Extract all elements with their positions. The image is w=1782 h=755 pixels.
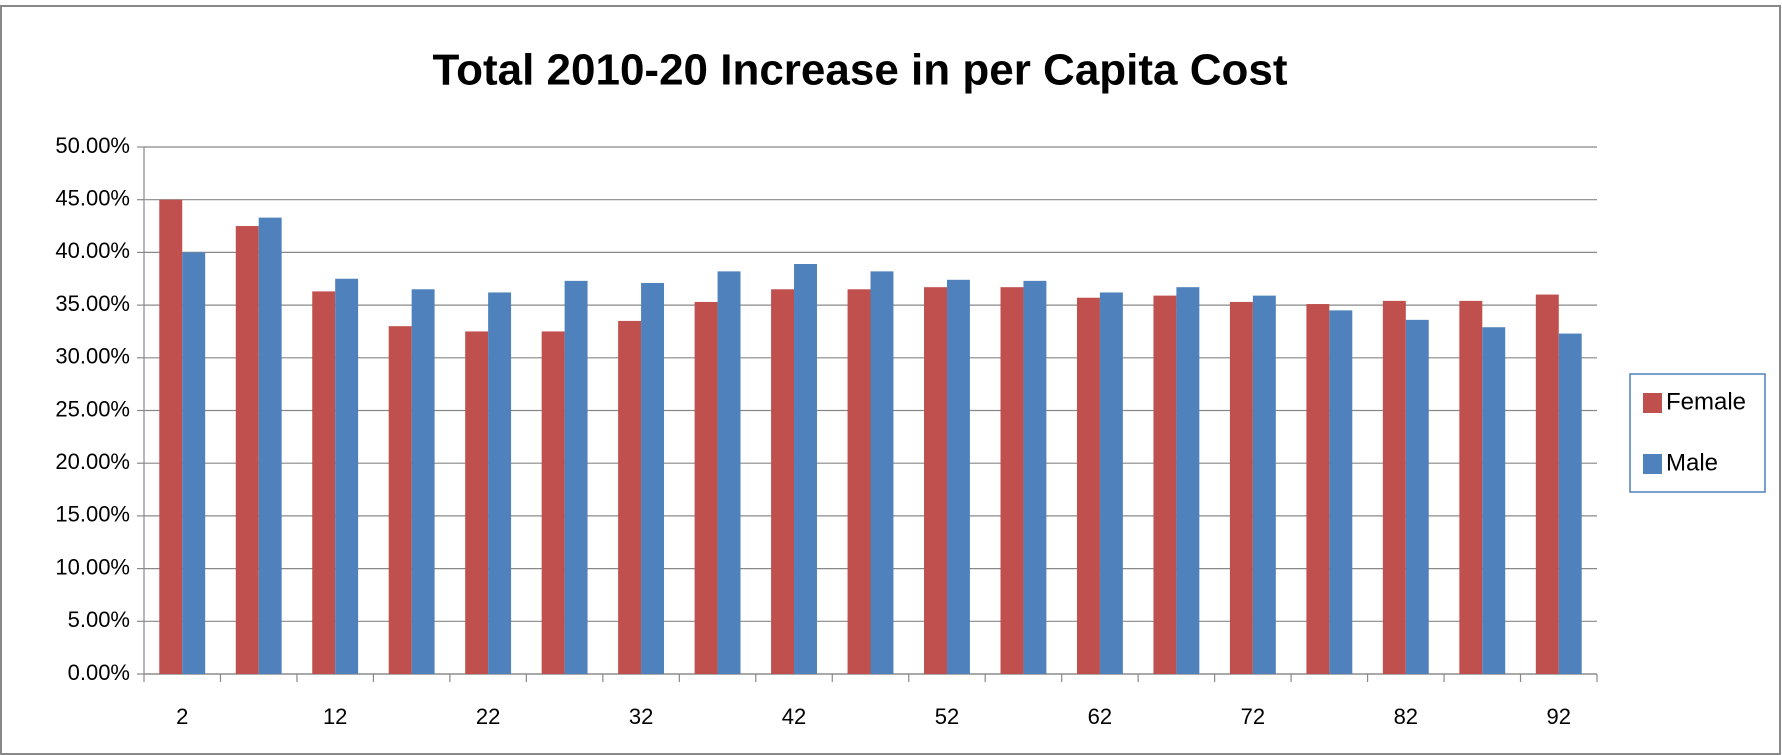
legend-label: Female (1666, 388, 1746, 415)
y-tick-label: 25.00% (55, 396, 130, 421)
bar (618, 320, 642, 674)
bar (388, 326, 412, 674)
legend-swatch (1643, 454, 1662, 474)
legend-swatch (1643, 393, 1662, 413)
x-tick-label: 2 (176, 704, 188, 729)
bar (1153, 295, 1177, 674)
bar (1229, 301, 1253, 674)
y-tick-label: 30.00% (55, 344, 130, 369)
bar (335, 278, 359, 674)
bar (771, 289, 795, 674)
x-tick-label: 82 (1394, 704, 1418, 729)
y-tick-label: 15.00% (55, 502, 130, 527)
x-tick-label: 62 (1088, 704, 1112, 729)
bar (564, 280, 588, 674)
bar (694, 301, 718, 674)
bar (1076, 297, 1100, 674)
bar (794, 263, 817, 674)
y-tick-label: 0.00% (68, 660, 130, 685)
bar (1099, 292, 1123, 674)
chart-title: Total 2010-20 Increase in per Capita Cos… (432, 46, 1287, 95)
legend-label: Male (1666, 449, 1718, 476)
y-tick-label: 45.00% (55, 186, 130, 211)
y-tick-label: 50.00% (55, 133, 130, 158)
y-tick-label: 20.00% (55, 449, 130, 474)
y-tick-label: 35.00% (55, 291, 130, 316)
bar (1535, 294, 1559, 674)
x-tick-label: 12 (323, 704, 347, 729)
bar (1558, 333, 1582, 674)
bar (924, 287, 947, 674)
bar (1405, 319, 1429, 674)
bar (870, 271, 894, 674)
bar (159, 199, 183, 674)
x-tick-label: 92 (1547, 704, 1571, 729)
bar (641, 282, 665, 674)
bar (312, 291, 336, 674)
y-tick-label: 10.00% (55, 554, 130, 579)
bar (1252, 295, 1276, 674)
bar (717, 271, 741, 674)
bar (235, 226, 259, 675)
bar (541, 331, 565, 674)
bar (1329, 310, 1353, 674)
bar (946, 279, 970, 674)
y-tick-label: 40.00% (55, 238, 130, 263)
bar (411, 289, 435, 674)
bar (847, 289, 871, 674)
y-tick-label: 5.00% (68, 607, 130, 632)
x-tick-label: 72 (1241, 704, 1265, 729)
x-tick-label: 32 (629, 704, 653, 729)
x-tick-label: 22 (476, 704, 500, 729)
bar (1000, 287, 1024, 674)
bar (488, 292, 512, 674)
bar (182, 252, 206, 674)
bar (1459, 300, 1483, 674)
x-tick-label: 52 (935, 704, 959, 729)
bar (1482, 327, 1506, 674)
bar (465, 331, 489, 674)
bar (1382, 300, 1406, 674)
bar (1176, 287, 1200, 674)
bar (1023, 280, 1047, 674)
bar (1306, 304, 1330, 674)
bar (258, 217, 282, 675)
x-tick-label: 42 (782, 704, 806, 729)
